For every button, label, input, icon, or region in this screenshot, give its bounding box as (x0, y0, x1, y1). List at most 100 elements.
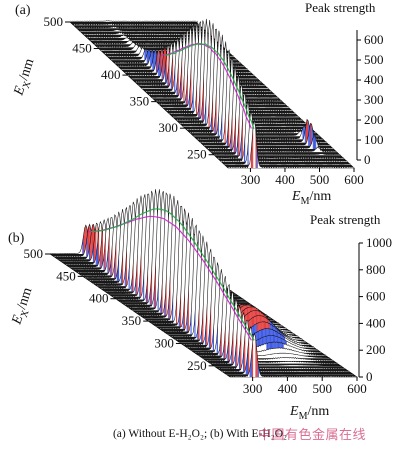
y-tick-label: 500 (24, 246, 44, 261)
intensity-band (100, 236, 102, 268)
x-tick-label: 500 (310, 172, 330, 187)
intensity-band (240, 328, 242, 369)
z-tick-label: 200 (364, 112, 384, 127)
z-tick-label: 800 (366, 262, 386, 277)
intensity-band (115, 237, 117, 279)
panel-a-chart: 300 400 500 600 250 300 350 400 450 500 0 100 200 300… (11, 0, 383, 207)
intensity-band (108, 229, 110, 273)
y-tick-label: 250 (187, 147, 207, 162)
intensity-band (146, 51, 148, 64)
z-tick-label: 500 (364, 52, 384, 67)
x-tick-label: 300 (241, 172, 261, 187)
ridge-trace (164, 42, 255, 130)
intensity-band (313, 135, 316, 149)
intensity-band (250, 350, 252, 377)
intensity-band (250, 140, 253, 168)
surface-slice (97, 205, 224, 287)
mesh-line (193, 34, 320, 136)
intensity-band (224, 323, 226, 359)
surface-slice (206, 291, 334, 361)
surface-slice (81, 214, 209, 276)
intensity-band (86, 234, 88, 257)
intensity-band (187, 283, 189, 332)
intensity-band (147, 49, 149, 64)
intensity-band (315, 135, 317, 149)
intensity-band (157, 49, 159, 73)
y-tick-label: 400 (101, 67, 121, 82)
intensity-band (181, 53, 183, 99)
intensity-band (82, 235, 84, 254)
mesh-line (203, 57, 331, 146)
surface-slice (202, 284, 330, 359)
x-tick-label: 500 (312, 381, 332, 396)
mesh-line (76, 26, 203, 29)
mesh-line (80, 29, 207, 32)
intensity-band (89, 242, 91, 260)
intensity-band (228, 323, 230, 361)
surface-slice (85, 211, 213, 279)
mesh-line (73, 22, 200, 26)
mesh-line (198, 276, 326, 356)
z-tick-label: 100 (364, 132, 384, 147)
x-tick-label: 400 (275, 172, 295, 187)
x-tick-label: 400 (278, 381, 298, 396)
z-tick-label: 1000 (366, 235, 392, 250)
intensity-band (125, 244, 127, 287)
z-tick-label: 600 (364, 32, 384, 47)
intensity-band (310, 123, 312, 146)
surface-slice (183, 248, 310, 345)
mesh-line (220, 101, 348, 162)
y-tick-label: 450 (56, 268, 76, 283)
surface-slice (53, 224, 181, 257)
intensity-band (302, 126, 304, 140)
mesh-line (210, 298, 338, 364)
watermark-logo: 中国有色金属在线 (258, 424, 366, 443)
mesh-line (217, 92, 344, 159)
y-axis-title: EX/nm (11, 57, 40, 99)
x-tick-label: 300 (243, 381, 263, 396)
surface-slice (118, 49, 245, 67)
surface-slice (198, 276, 326, 356)
mesh-line (214, 82, 341, 155)
y-tick-label: 250 (187, 358, 207, 373)
surface-slice (214, 305, 342, 367)
intensity-band (159, 53, 161, 76)
mesh-line (196, 41, 324, 140)
mesh-line (210, 73, 337, 153)
y-tick-label: 500 (44, 14, 64, 29)
z-tick-label: 300 (364, 92, 384, 107)
intensity-band (177, 59, 179, 95)
intensity-band (91, 224, 93, 260)
surface-slice (210, 298, 338, 364)
intensity-band (246, 347, 248, 375)
intensity-band (152, 55, 154, 70)
intensity-band (160, 48, 162, 76)
intensity-band (309, 123, 311, 146)
panel-label: (a) (15, 3, 31, 18)
z-tick-label: 600 (366, 289, 386, 304)
z-tick-label: 400 (366, 315, 386, 330)
intensity-band (238, 109, 240, 156)
intensity-band (94, 230, 96, 262)
intensity-band (165, 58, 167, 83)
intensity-band (161, 60, 163, 80)
y-tick-label: 350 (130, 94, 150, 109)
y-tick-label: 350 (122, 313, 142, 328)
intensity-band (103, 247, 105, 270)
mesh-line (207, 64, 334, 150)
x-axis-title: EM/nm (289, 404, 329, 422)
intensity-band (252, 124, 254, 168)
intensity-band (136, 253, 138, 295)
mesh-line (229, 332, 358, 378)
surface-slice (100, 201, 228, 289)
surface-slice (190, 262, 318, 351)
surface-slice (222, 320, 350, 372)
intensity-band (162, 50, 164, 80)
z-axis-title: Peak strength (305, 0, 376, 15)
surface-slice (111, 48, 238, 61)
intensity-band (104, 233, 106, 270)
intensity-band (244, 331, 246, 372)
ridge-trace (90, 208, 255, 341)
ridge-trace (161, 42, 252, 129)
